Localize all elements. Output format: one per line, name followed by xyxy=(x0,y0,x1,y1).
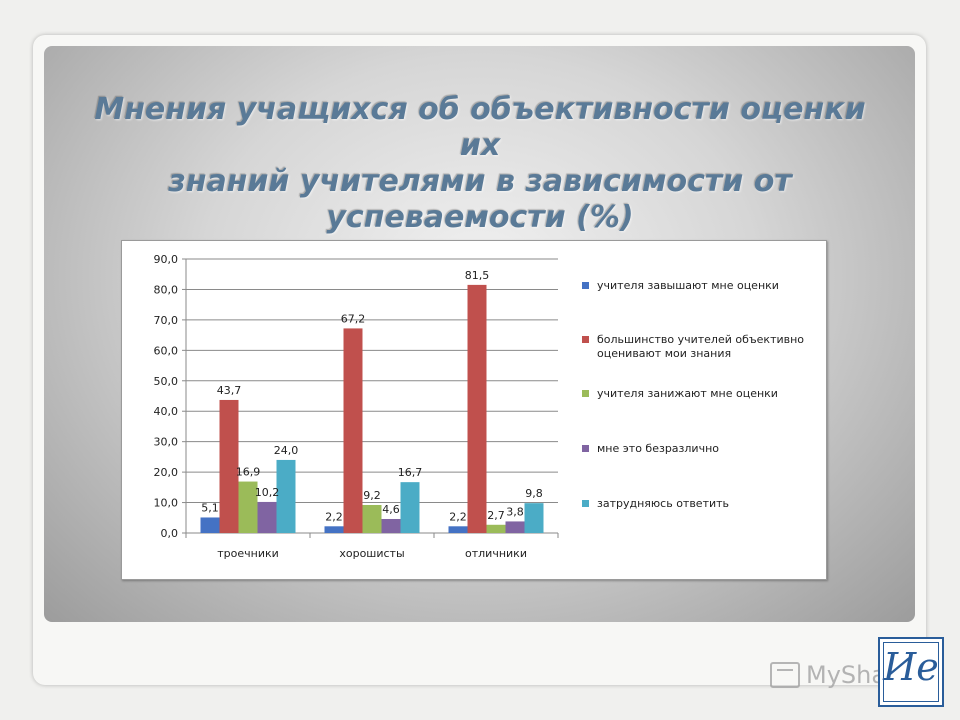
legend-label: мне это безразлично xyxy=(597,442,719,455)
legend-item: мне это безразлично xyxy=(582,442,814,456)
corner-seal: Ие xyxy=(878,637,944,707)
data-label: 81,5 xyxy=(465,269,490,282)
y-tick-label: 60,0 xyxy=(154,344,179,357)
data-label: 2,2 xyxy=(449,510,467,523)
chart-legend: учителя завышают мне оценки большинство у… xyxy=(582,241,822,579)
legend-label: затрудняюсь ответить xyxy=(597,497,730,510)
bar xyxy=(505,521,525,533)
bar xyxy=(524,503,544,533)
y-tick-label: 40,0 xyxy=(154,405,179,418)
grid-lines xyxy=(186,258,558,504)
y-tick-label: 50,0 xyxy=(154,375,179,388)
chart-container: 0,0 10,0 20,0 30,0 40,0 50,0 60,0 70,0 80,0 90,0 т… xyxy=(121,240,827,580)
data-label: 2,2 xyxy=(325,510,343,523)
data-label: 5,1 xyxy=(201,501,219,514)
bar xyxy=(467,284,487,533)
y-tick-label: 10,0 xyxy=(154,497,179,510)
bar xyxy=(324,526,344,533)
slide-title: Мнения учащихся об объективности оценки … xyxy=(70,92,890,236)
bar-chart: 0,0 10,0 20,0 30,0 40,0 50,0 60,0 70,0 80,0 90,0 т… xyxy=(154,253,559,560)
data-labels: 5,1 43,7 16,9 10,2 24,0 2,2 67,2 9,24,6 16,7 2,2 8… xyxy=(201,269,543,523)
data-label: 9,2 xyxy=(363,489,381,502)
bar xyxy=(448,526,468,533)
legend-item: учителя занижают мне оценки xyxy=(582,387,814,401)
bar xyxy=(362,504,382,533)
data-label: 43,7 xyxy=(217,384,242,397)
y-tick-label: 90,0 xyxy=(154,253,179,266)
legend-swatch xyxy=(582,500,589,507)
data-label: 2,7 xyxy=(487,509,505,522)
legend-item: учителя завышают мне оценки xyxy=(582,279,814,293)
bar xyxy=(400,482,420,533)
y-tick-label: 30,0 xyxy=(154,436,179,449)
y-tick-label: 70,0 xyxy=(154,314,179,327)
x-category-label: троечники xyxy=(217,547,279,560)
bars xyxy=(200,284,544,533)
data-label: 10,2 xyxy=(255,486,280,499)
slide-title-line-1: Мнения учащихся об объективности оценки … xyxy=(94,92,866,163)
data-label: 24,0 xyxy=(274,444,299,457)
x-category-label: хорошисты xyxy=(339,547,404,560)
bar xyxy=(343,328,363,533)
bar xyxy=(381,518,401,533)
y-tick-label: 20,0 xyxy=(154,466,179,479)
seal-border xyxy=(883,642,939,702)
bar xyxy=(200,517,220,533)
data-label: 16,9 xyxy=(236,466,261,479)
data-label: 3,8 xyxy=(506,505,524,518)
legend-label: большинство учителей объективно оцениваю… xyxy=(597,333,805,360)
bar xyxy=(486,524,506,533)
y-tick-label: 0,0 xyxy=(161,527,179,540)
y-tick-label: 80,0 xyxy=(154,283,179,296)
legend-item: большинство учителей объективно оцениваю… xyxy=(582,333,814,361)
legend-label: учителя занижают мне оценки xyxy=(597,387,778,400)
axes: 0,0 10,0 20,0 30,0 40,0 50,0 60,0 70,0 80,0 90,0 т… xyxy=(154,253,559,560)
data-label: 16,7 xyxy=(398,466,423,479)
bar xyxy=(238,481,258,533)
slide-title-line-3: успеваемости (%) xyxy=(326,200,634,235)
seal-monogram: Ие xyxy=(883,645,939,689)
data-label: 67,2 xyxy=(341,312,366,325)
bar xyxy=(276,459,296,533)
slide-title-line-2: знаний учителями в зависимости от xyxy=(168,164,792,199)
legend-swatch xyxy=(582,282,589,289)
legend-item: затрудняюсь ответить xyxy=(582,497,814,511)
bar xyxy=(257,501,277,533)
presentation-board-icon xyxy=(770,662,800,688)
data-label: 9,8 xyxy=(525,487,543,500)
bar xyxy=(219,399,239,533)
legend-swatch xyxy=(582,336,589,343)
legend-swatch xyxy=(582,445,589,452)
legend-label: учителя завышают мне оценки xyxy=(597,279,779,292)
data-label: 4,6 xyxy=(382,503,400,516)
x-category-label: отличники xyxy=(465,547,527,560)
legend-swatch xyxy=(582,390,589,397)
